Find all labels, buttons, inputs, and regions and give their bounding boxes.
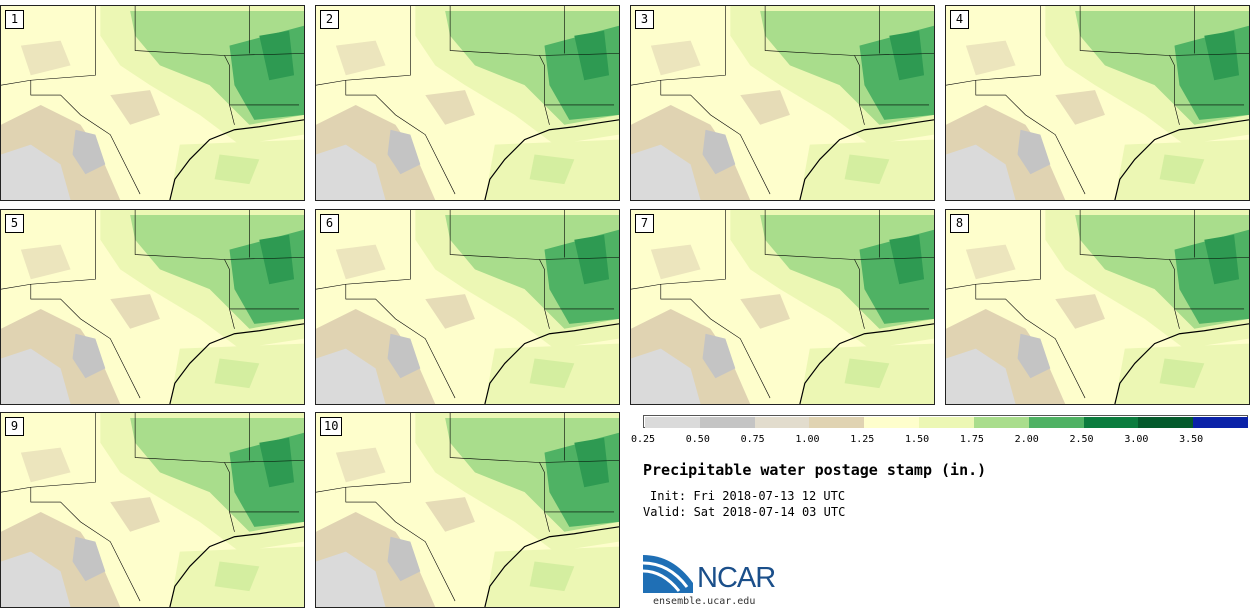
panel-number: 10 (320, 417, 343, 436)
legend-swatch (1138, 417, 1194, 428)
legend-swatch (973, 417, 1029, 428)
logo-text: NCAR (697, 562, 776, 594)
panel-number: 2 (320, 10, 339, 29)
legend-swatch (699, 417, 755, 428)
legend-swatch (864, 417, 920, 428)
valid-time: Valid: Sat 2018-07-14 03 UTC (643, 505, 846, 519)
member-panel-3: 3 (630, 5, 935, 201)
legend-swatch (1028, 417, 1084, 428)
panel-number: 3 (635, 10, 654, 29)
legend-swatch (754, 417, 810, 428)
legend-tick-label: 3.50 (1179, 434, 1204, 445)
legend-tick-label: 1.25 (850, 434, 875, 445)
legend-swatch (645, 417, 700, 428)
panel-number: 6 (320, 214, 339, 233)
panel-number: 9 (5, 417, 24, 436)
legend-tick-label: 0.75 (740, 434, 765, 445)
panel-number: 8 (950, 214, 969, 233)
legend-swatch (1083, 417, 1139, 428)
init-time: Init: Fri 2018-07-13 12 UTC (650, 489, 846, 503)
legend-tick-label: 1.75 (959, 434, 984, 445)
member-panel-10: 10 (315, 412, 620, 608)
member-panel-2: 2 (315, 5, 620, 201)
member-panel-1: 1 (0, 5, 305, 201)
legend-tick-label: 1.00 (795, 434, 820, 445)
legend-tick-label: 2.00 (1014, 434, 1039, 445)
legend-swatch (1193, 417, 1248, 428)
legend-tick-label: 1.50 (905, 434, 930, 445)
legend-tick-label: 0.25 (630, 434, 656, 445)
legend-tick-label: 2.50 (1069, 434, 1094, 445)
member-panel-6: 6 (315, 209, 620, 405)
color-legend: 0.25 0.50 0.75 1.00 1.25 1.50 1.75 2.00 2.50 3.00… (631, 415, 1248, 445)
site-url: ensemble.ucar.edu (653, 596, 756, 607)
panel-number: 1 (5, 10, 24, 29)
legend-tick-label: 0.50 (685, 434, 710, 445)
panel-number: 5 (5, 214, 24, 233)
ncar-logo-icon (643, 555, 693, 593)
panel-number: 4 (950, 10, 969, 29)
member-panel-5: 5 (0, 209, 305, 405)
member-panel-7: 7 (630, 209, 935, 405)
legend-swatch (809, 417, 865, 428)
map-title: Precipitable water postage stamp (in.) (643, 461, 987, 479)
member-panel-8: 8 (945, 209, 1250, 405)
member-panel-9: 9 (0, 412, 305, 608)
legend-swatch (919, 417, 974, 428)
member-panel-4: 4 (945, 5, 1250, 201)
legend-tick-label: 3.00 (1124, 434, 1149, 445)
panel-number: 7 (635, 214, 654, 233)
legend-color-bar (643, 415, 1248, 428)
